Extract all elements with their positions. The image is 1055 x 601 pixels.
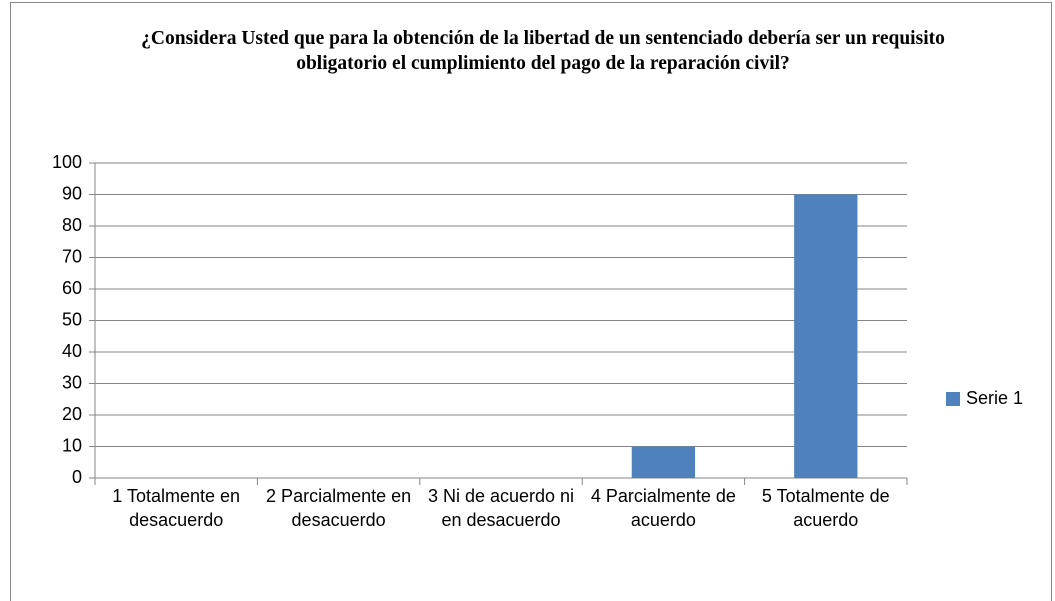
chart-border [10, 2, 1052, 601]
y-tick-label: 90 [62, 183, 82, 203]
y-tick-label: 80 [62, 215, 82, 235]
legend-label: Serie 1 [966, 388, 1023, 408]
y-tick-label: 40 [62, 341, 82, 361]
bar [794, 194, 858, 478]
y-tick-label: 0 [72, 467, 82, 487]
bar [631, 446, 696, 478]
x-tick-label: 1 Totalmente en desacuerdo [112, 486, 241, 530]
x-tick-label: 2 Parcialmente en desacuerdo [266, 486, 412, 530]
x-tick-label: 5 Totalmente de acuerdo [761, 486, 890, 530]
y-tick-label: 20 [62, 404, 82, 424]
y-tick-label: 10 [62, 435, 82, 455]
y-tick-label: 50 [62, 309, 82, 329]
chart-title: ¿Considera Usted que para la obtención d… [141, 28, 945, 74]
y-tick-label: 30 [62, 372, 82, 392]
y-tick-label: 60 [62, 278, 82, 298]
legend-swatch [946, 392, 960, 406]
x-tick-label: 3 Ni de acuerdo ni en desacuerdo [427, 486, 575, 530]
y-tick-label: 70 [62, 246, 82, 266]
x-tick-label: 4 Parcialmente de acuerdo [590, 486, 736, 530]
y-tick-label: 100 [52, 152, 82, 172]
